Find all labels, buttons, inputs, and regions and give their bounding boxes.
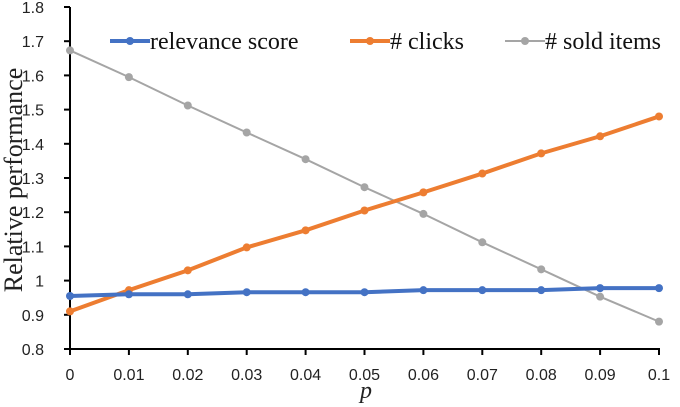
y-tick-label: 1.5 xyxy=(22,103,44,120)
data-point xyxy=(124,73,133,82)
series-group xyxy=(66,46,663,326)
y-axis-label: Relative performance xyxy=(0,68,28,293)
data-point xyxy=(419,209,428,218)
y-tick-label: 1 xyxy=(35,274,44,291)
data-point xyxy=(66,307,74,316)
x-tick-label: 0.02 xyxy=(172,367,203,384)
x-tick-label: 0.05 xyxy=(349,367,380,384)
legend-item: # clicks xyxy=(350,29,464,55)
data-point xyxy=(478,169,487,178)
legend-item: # sold items xyxy=(505,29,661,55)
data-point xyxy=(419,188,428,197)
data-point xyxy=(360,288,369,297)
x-tick-label: 0.1 xyxy=(648,367,670,384)
x-tick-label: 0.09 xyxy=(585,367,616,384)
data-point xyxy=(537,265,546,274)
data-point xyxy=(478,238,487,247)
y-tick-label: 1.8 xyxy=(22,0,44,17)
x-axis-ticks: 0 0.01 0.02 0.03 0.04 0.05 0.06 0.07 0.08 0.09 0.1 xyxy=(66,349,670,384)
legend-swatch-marker xyxy=(521,37,529,45)
data-point xyxy=(66,46,74,55)
data-point xyxy=(183,290,192,299)
y-tick-label: 1.7 xyxy=(22,34,44,51)
series-sold-items xyxy=(66,46,663,326)
legend-swatch-marker xyxy=(126,37,134,45)
y-tick-label: 0.9 xyxy=(22,308,44,325)
data-point xyxy=(301,155,310,164)
data-point xyxy=(596,284,605,293)
y-tick-label: 1.6 xyxy=(22,68,44,85)
y-tick-label: 1.1 xyxy=(22,239,44,256)
data-point xyxy=(242,243,251,252)
data-point xyxy=(596,132,605,141)
data-point xyxy=(360,206,369,215)
x-tick-label: 0.06 xyxy=(408,367,439,384)
legend-label: # clicks xyxy=(390,29,464,55)
data-point xyxy=(478,286,487,295)
data-point xyxy=(655,112,663,121)
data-point xyxy=(360,183,369,192)
data-point xyxy=(183,101,192,110)
data-point xyxy=(242,128,251,137)
data-point xyxy=(537,286,546,295)
data-point xyxy=(419,286,428,295)
x-axis-label: p xyxy=(358,378,372,404)
data-point xyxy=(183,266,192,275)
y-tick-label: 1.3 xyxy=(22,171,44,188)
y-tick-label: 1.2 xyxy=(22,205,44,222)
data-point xyxy=(242,288,251,297)
legend-label: # sold items xyxy=(545,29,661,55)
data-point xyxy=(66,291,74,300)
data-point xyxy=(655,317,663,326)
legend-item: relevance score xyxy=(110,29,299,55)
data-point xyxy=(301,226,310,235)
series-relevance-score xyxy=(66,284,663,300)
data-point xyxy=(124,290,133,299)
legend-label: relevance score xyxy=(150,29,299,55)
x-tick-label: 0.03 xyxy=(231,367,262,384)
x-tick-label: 0.04 xyxy=(290,367,321,384)
x-tick-label: 0.07 xyxy=(467,367,498,384)
y-tick-label: 1.4 xyxy=(22,137,44,154)
x-tick-label: 0.08 xyxy=(526,367,557,384)
legend-swatch-marker xyxy=(366,37,374,45)
data-point xyxy=(596,292,605,301)
y-axis-ticks: 0.8 0.9 1 1.1 1.2 1.3 1.4 1.5 1.6 1.7 1.8 xyxy=(22,0,70,359)
x-tick-label: 0.01 xyxy=(113,367,144,384)
data-point xyxy=(301,288,310,297)
legend: relevance score # clicks # sold items xyxy=(110,29,661,55)
y-tick-label: 0.8 xyxy=(22,342,44,359)
x-tick-label: 0 xyxy=(66,367,75,384)
data-point xyxy=(655,284,663,293)
data-point xyxy=(537,149,546,158)
